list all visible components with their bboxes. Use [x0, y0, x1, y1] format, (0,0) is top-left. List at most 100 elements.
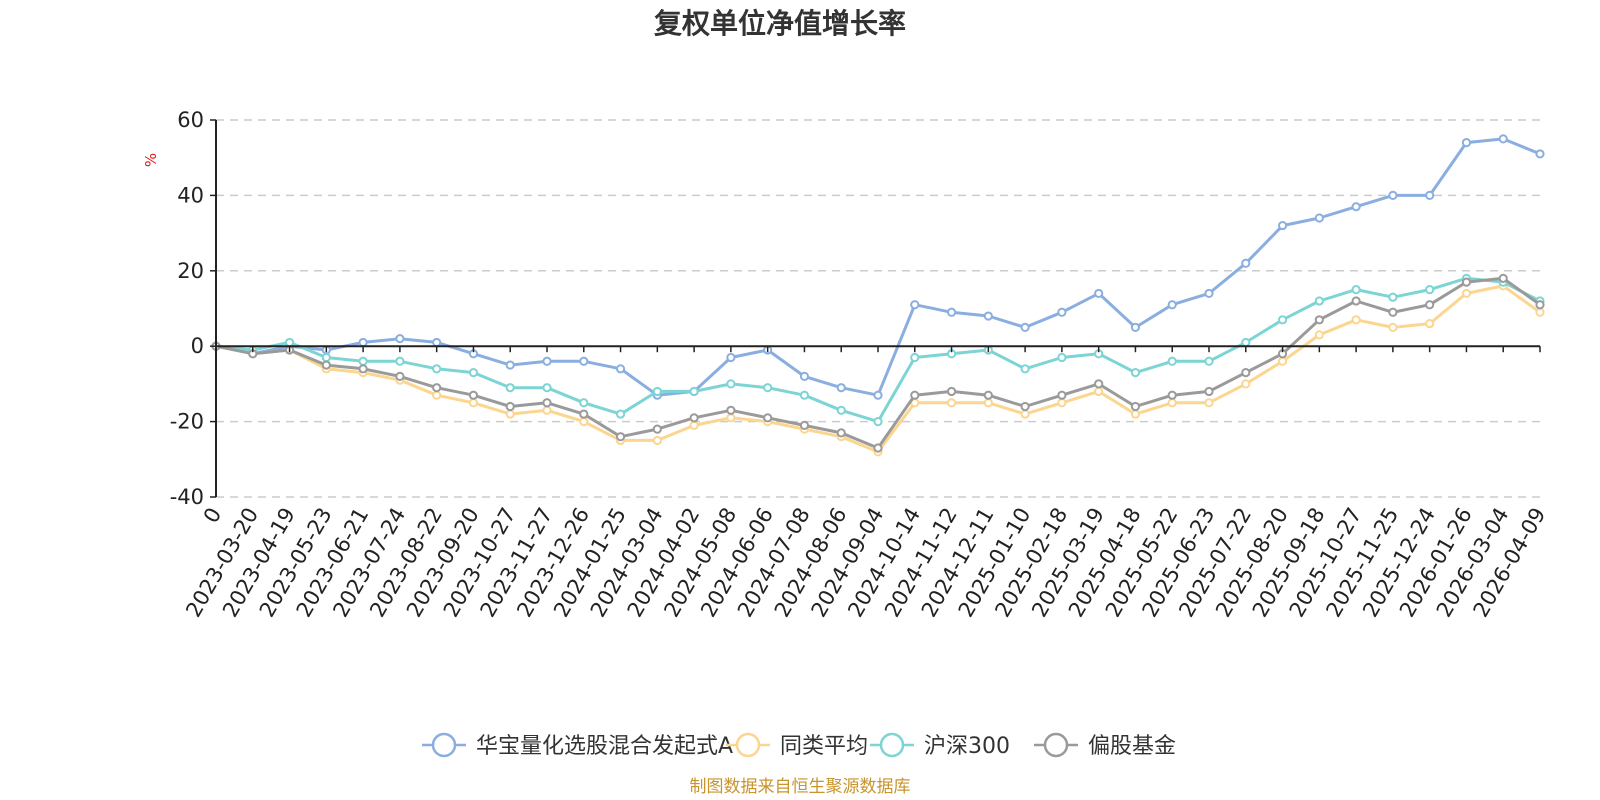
data-point	[432, 383, 442, 393]
data-point	[1167, 390, 1177, 400]
data-point	[542, 356, 552, 366]
data-point	[505, 360, 515, 370]
data-point	[1461, 277, 1472, 287]
data-point	[1094, 288, 1104, 299]
data-point	[579, 409, 589, 419]
data-point	[1351, 315, 1361, 325]
data-point	[284, 337, 295, 348]
data-point	[579, 417, 589, 427]
legend-marker	[431, 732, 457, 758]
series-group	[211, 134, 1545, 400]
legend-item[interactable]: 偏股基金	[1034, 732, 1176, 759]
data-point	[1425, 285, 1435, 295]
legend-marker	[735, 732, 761, 758]
data-point	[432, 390, 442, 400]
data-point	[1314, 315, 1324, 325]
data-point	[321, 352, 331, 363]
legend-item[interactable]: 沪深300	[870, 732, 1010, 759]
data-point	[432, 364, 442, 374]
x-tick-label: 0	[199, 504, 226, 528]
data-point	[1167, 300, 1177, 310]
data-point	[505, 401, 515, 412]
data-point	[321, 360, 331, 370]
legend-label: 同类平均	[780, 734, 868, 759]
data-point	[799, 371, 810, 381]
data-point	[1314, 296, 1324, 306]
data-point	[1167, 398, 1177, 408]
data-point	[983, 390, 993, 400]
data-point	[358, 337, 368, 348]
data-point	[1204, 356, 1214, 366]
data-point	[615, 364, 626, 374]
y-tick-label: -40	[170, 485, 204, 509]
data-point	[1314, 330, 1324, 340]
data-point	[468, 398, 479, 408]
data-point	[1535, 307, 1545, 317]
data-point	[1277, 315, 1288, 325]
data-point	[1425, 190, 1435, 200]
data-point	[1241, 367, 1251, 378]
data-point	[579, 356, 589, 366]
data-point	[763, 383, 773, 393]
y-tick-label: 60	[177, 108, 204, 132]
data-point	[910, 300, 920, 310]
data-point	[1020, 364, 1030, 374]
data-point	[910, 352, 920, 363]
data-point	[1461, 138, 1472, 148]
source-note: 制图数据来自恒生聚源数据库	[690, 777, 911, 797]
data-point	[1388, 307, 1398, 317]
data-point	[1241, 337, 1251, 348]
legend[interactable]: 华宝量化选股混合发起式A 同类平均 沪深300 偏股基金	[422, 732, 1176, 759]
y-tick-label: 0	[191, 334, 204, 358]
data-point	[1130, 367, 1141, 378]
data-point	[946, 398, 957, 408]
y-axis-unit-label: %	[142, 153, 160, 167]
data-point	[1020, 401, 1030, 412]
data-point	[799, 390, 810, 400]
data-point	[1167, 356, 1177, 366]
legend-item[interactable]: 华宝量化选股混合发起式A	[422, 732, 733, 759]
data-point	[946, 307, 957, 317]
data-point	[1461, 288, 1472, 299]
data-point	[395, 356, 405, 366]
legend-item[interactable]: 同类平均	[726, 732, 868, 759]
data-point	[726, 379, 736, 389]
axes: 6040200-20-4002023-03-202023-04-192023-0…	[170, 108, 1551, 621]
data-point	[542, 398, 552, 408]
data-point	[1241, 258, 1251, 268]
legend-label: 偏股基金	[1088, 734, 1176, 759]
data-point	[542, 405, 552, 415]
data-point	[1130, 409, 1141, 419]
data-point	[873, 390, 883, 400]
data-point	[1204, 288, 1214, 299]
data-point	[726, 352, 736, 363]
y-tick-label: 20	[177, 259, 204, 283]
data-point	[1314, 213, 1324, 223]
data-point	[615, 409, 626, 419]
data-point	[689, 413, 699, 423]
data-point	[1351, 285, 1361, 295]
data-point	[1388, 190, 1398, 200]
chart-title: 复权单位净值增长率	[654, 7, 906, 40]
data-point	[1277, 220, 1288, 231]
data-point	[946, 386, 957, 397]
legend-label: 沪深300	[924, 734, 1010, 759]
series-line	[215, 137, 1541, 397]
legend-marker	[1043, 732, 1069, 758]
data-point	[1057, 390, 1067, 400]
data-point	[1020, 409, 1030, 419]
data-point	[689, 386, 699, 397]
data-point	[836, 405, 846, 415]
data-point	[1277, 356, 1288, 366]
data-point	[1388, 292, 1398, 302]
data-point	[358, 356, 368, 366]
series-lines	[211, 134, 1545, 457]
data-point	[358, 364, 368, 374]
data-point	[1204, 386, 1214, 397]
data-point	[1057, 398, 1067, 408]
data-point	[1130, 322, 1141, 332]
data-point	[689, 420, 699, 430]
data-point	[1351, 202, 1361, 212]
data-point	[1241, 379, 1251, 389]
